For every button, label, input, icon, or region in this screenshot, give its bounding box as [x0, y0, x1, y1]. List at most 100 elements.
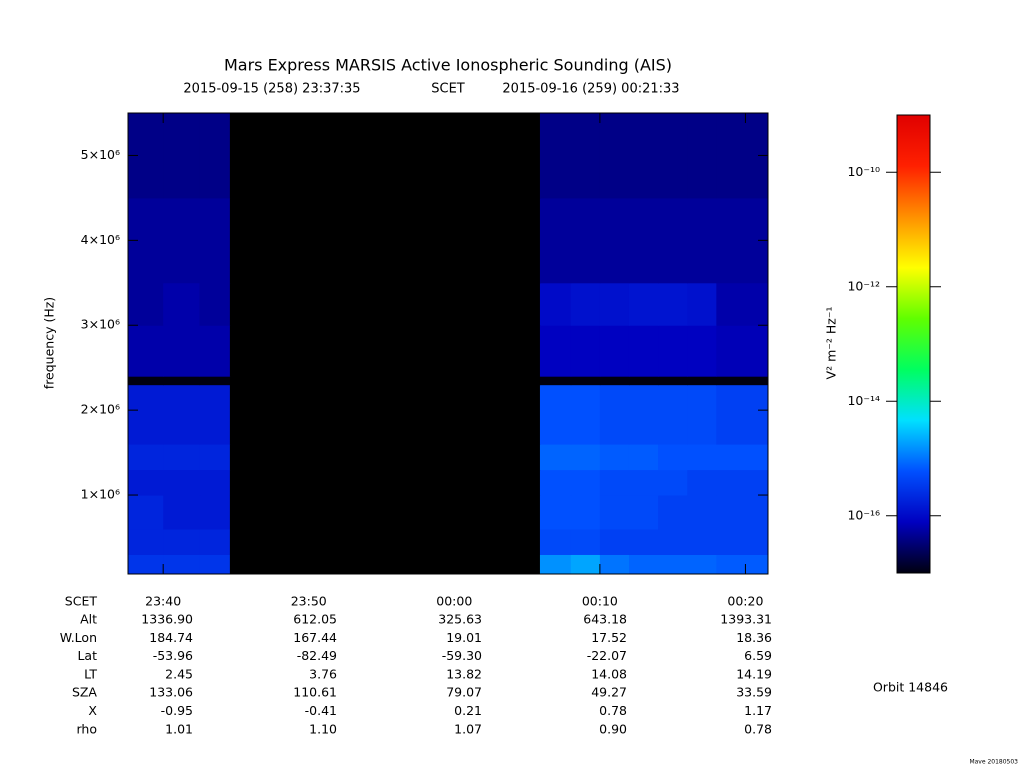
heat-cell [163, 384, 201, 445]
heat-cell [687, 384, 717, 445]
spectrogram [128, 113, 769, 575]
heat-cell [163, 529, 201, 555]
heat-cell [570, 113, 601, 199]
heat-cell [199, 282, 231, 326]
time-system: SCET [431, 82, 465, 97]
heat-cell [658, 197, 688, 284]
heat-cell [163, 444, 201, 471]
heat-cell [658, 384, 688, 445]
heat-cell [599, 197, 630, 284]
heat-cell [199, 495, 231, 530]
heat-cell [163, 469, 201, 496]
heat-cell [128, 376, 164, 386]
heat-cell [199, 325, 231, 377]
ephemeris-label: W.Lon [60, 630, 97, 645]
x-tick-label: 00:00 [436, 594, 472, 609]
ephemeris-value: 1.07 [454, 721, 482, 736]
heat-cell [658, 444, 688, 471]
heat-cell [716, 495, 769, 530]
ephemeris-label: Lat [77, 648, 97, 663]
heat-cell [229, 469, 541, 496]
heat-cell [539, 113, 572, 199]
heat-cell [229, 376, 541, 386]
heat-cell [658, 495, 688, 530]
heat-cell [658, 554, 688, 575]
heat-cell [570, 282, 601, 326]
heat-cell [570, 529, 601, 555]
ephemeris-value: 14.19 [736, 666, 772, 681]
ephemeris-value: 0.90 [599, 721, 627, 736]
ephemeris-value: 1.17 [744, 703, 772, 718]
ephemeris-value: 1393.31 [720, 612, 772, 627]
y-tick-label: 1×10⁶ [81, 487, 120, 502]
heat-cell [163, 282, 201, 326]
heat-cell [229, 384, 541, 445]
heat-cell [199, 469, 231, 496]
heat-cell [199, 444, 231, 471]
ephemeris-value: -0.41 [305, 703, 337, 718]
heat-cell [128, 282, 164, 326]
heat-cell [599, 529, 630, 555]
heat-cell [599, 469, 630, 496]
heat-cell [599, 282, 630, 326]
heat-cell [628, 325, 659, 377]
heat-cell [229, 554, 541, 575]
heat-cell [658, 282, 688, 326]
heat-cell [599, 495, 630, 530]
ephemeris-value: 2.45 [165, 666, 193, 681]
heat-cell [716, 444, 769, 471]
heat-cell [570, 384, 601, 445]
chart-title: Mars Express MARSIS Active Ionospheric S… [224, 56, 672, 75]
heat-cell [716, 469, 769, 496]
ephemeris-value: 643.18 [583, 612, 627, 627]
heat-cell [539, 282, 572, 326]
ephemeris-label: LT [84, 666, 97, 681]
ephemeris-label: SZA [72, 685, 97, 700]
heat-cell [628, 554, 659, 575]
y-tick-label: 3×10⁶ [81, 317, 120, 332]
ephemeris-label: X [88, 703, 97, 718]
heat-cell [687, 325, 717, 377]
heat-cell [570, 325, 601, 377]
colorbar-tick-label: 10⁻¹⁶ [847, 507, 880, 522]
heat-cell [658, 469, 688, 496]
heat-cell [687, 554, 717, 575]
ephemeris-value: 18.36 [736, 630, 772, 645]
heat-cell [570, 495, 601, 530]
heat-cell [539, 469, 572, 496]
heat-cell [628, 282, 659, 326]
heat-cell [628, 495, 659, 530]
colorbar-tick-label: 10⁻¹⁴ [847, 393, 880, 408]
heat-cell [687, 376, 717, 386]
ephemeris-value: 14.08 [591, 666, 627, 681]
heat-cell [128, 469, 164, 496]
ephemeris-value: 33.59 [736, 685, 772, 700]
heat-cell [539, 444, 572, 471]
y-axis-label: frequency (Hz) [42, 297, 57, 389]
heat-cell [658, 113, 688, 199]
heat-cell [716, 376, 769, 386]
heat-cell [199, 113, 231, 199]
colorbar-tick-label: 10⁻¹⁰ [847, 164, 880, 179]
start-time: 2015-09-15 (258) 23:37:35 [183, 82, 360, 97]
heat-cell [599, 384, 630, 445]
x-tick-label: 23:40 [145, 594, 181, 609]
heat-cell [628, 376, 659, 386]
x-tick-label: 00:10 [582, 594, 618, 609]
ephemeris-value: 1336.90 [141, 612, 193, 627]
ephemeris-value: 110.61 [293, 685, 337, 700]
heat-cell [229, 444, 541, 471]
ephemeris-value: -22.07 [587, 648, 627, 663]
heat-cell [658, 325, 688, 377]
heat-cell [199, 554, 231, 575]
ephemeris-label: SCET [65, 594, 98, 609]
ephemeris-value: -0.95 [161, 703, 193, 718]
colorbar-tick-label: 10⁻¹² [847, 278, 880, 293]
heat-cell [687, 113, 717, 199]
credit: Mave 20180503 [969, 759, 1018, 766]
ephemeris-label: Alt [80, 612, 97, 627]
heat-cell [539, 376, 572, 386]
colorbar-label: V² m⁻² Hz⁻¹ [824, 307, 839, 380]
heat-cell [163, 197, 201, 284]
heat-cell [163, 376, 201, 386]
